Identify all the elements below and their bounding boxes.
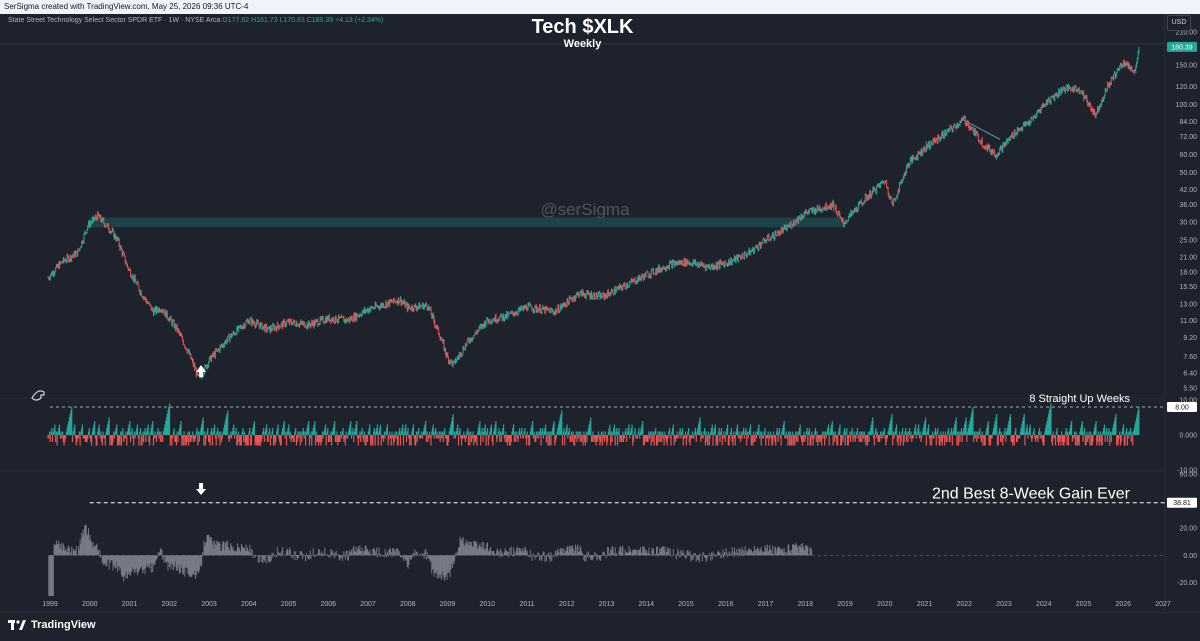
hist-ref-label: 38.81 <box>1173 500 1191 507</box>
hist-bars <box>48 524 813 596</box>
x-tick-label: 2000 <box>82 601 98 608</box>
watermark: @serSigma <box>540 200 630 219</box>
tradingview-brand: TradingView <box>31 619 96 631</box>
y-tick-label: 25.00 <box>1179 238 1197 245</box>
hist-y-tick-label: -20.00 <box>1177 580 1197 587</box>
resistance-zone <box>89 217 845 228</box>
y-tick-label: 50.00 <box>1179 170 1197 177</box>
osc-y-tick-label: 0.000 <box>1179 433 1197 440</box>
x-tick-label: 2007 <box>360 601 376 608</box>
x-tick-label: 2004 <box>241 601 257 608</box>
y-tick-label: 9.20 <box>1183 335 1197 342</box>
replay-dino-icon <box>31 390 45 401</box>
footer-bar <box>0 612 1200 641</box>
y-tick-label: 21.00 <box>1179 255 1197 262</box>
currency-button[interactable]: USD <box>1167 15 1191 31</box>
y-tick-label: 5.50 <box>1183 386 1197 393</box>
chart-subtitle: Weekly <box>563 38 602 50</box>
x-tick-label: 2001 <box>122 601 138 608</box>
x-tick-label: 2020 <box>877 601 893 608</box>
osc-y-tick-label: -10.00 <box>1177 468 1197 475</box>
y-tick-label: 42.00 <box>1179 187 1197 194</box>
y-tick-label: 6.40 <box>1183 371 1197 378</box>
x-tick-label: 2008 <box>400 601 416 608</box>
osc-ref-tag <box>1167 402 1197 412</box>
x-tick-label: 1999 <box>42 601 58 608</box>
osc-annotation: 8 Straight Up Weeks <box>1029 393 1130 405</box>
osc-ref-label: 8.00 <box>1175 405 1189 412</box>
hist-annotation: 2nd Best 8-Week Gain Ever <box>932 486 1131 503</box>
x-tick-label: 2015 <box>678 601 694 608</box>
y-tick-label: 100.00 <box>1176 102 1198 109</box>
symbol-info: State Street Technology Select Sector SP… <box>8 17 383 24</box>
x-tick-label: 2025 <box>1076 601 1092 608</box>
x-tick-label: 2019 <box>837 601 853 608</box>
y-tick-label: 11.00 <box>1180 318 1197 325</box>
credit-bar: SerSigma created with TradingView.com, M… <box>0 0 1200 14</box>
x-tick-label: 2023 <box>996 601 1012 608</box>
y-tick-label: 120.00 <box>1176 84 1198 91</box>
tradingview-logo[interactable]: TradingView <box>8 619 96 631</box>
last-price-tag <box>1167 41 1197 52</box>
y-tick-label: 150.00 <box>1176 62 1198 69</box>
symbol-name: State Street Technology Select Sector SP… <box>8 17 221 24</box>
tradingview-logo-icon <box>8 620 26 630</box>
hist-y-tick-label: 60.00 <box>1179 472 1197 479</box>
x-tick-label: 2022 <box>956 601 972 608</box>
trendline <box>962 118 1001 140</box>
y-tick-label: 84.00 <box>1179 119 1197 126</box>
osc-area <box>47 403 1140 446</box>
hist-y-tick-label: 0.00 <box>1183 553 1197 560</box>
x-tick-label: 2011 <box>519 601 534 608</box>
up-arrow-icon <box>196 365 207 377</box>
y-tick-label: 18.00 <box>1179 270 1197 277</box>
x-tick-label: 2021 <box>917 601 933 608</box>
x-tick-label: 2027 <box>1155 601 1171 608</box>
y-tick-label: 72.00 <box>1179 134 1197 141</box>
last-price-label: 180.39 <box>1171 44 1193 51</box>
x-tick-label: 2006 <box>320 601 336 608</box>
x-tick-label: 2012 <box>559 601 575 608</box>
candles <box>47 46 1140 379</box>
osc-y-tick-label: 10.00 <box>1179 398 1197 405</box>
hist-y-tick-label: 20.00 <box>1179 526 1197 533</box>
x-tick-label: 2016 <box>718 601 734 608</box>
down-arrow-icon <box>196 483 207 495</box>
x-tick-label: 2026 <box>1115 601 1131 608</box>
y-tick-label: 13.00 <box>1179 301 1197 308</box>
chart-title: Tech $XLK <box>531 16 634 38</box>
ohlc-values: O177.62 H181.73 L170.83 C180.39 +4.13 (+… <box>222 17 384 24</box>
x-tick-label: 2010 <box>479 601 495 608</box>
x-tick-label: 2002 <box>161 601 177 608</box>
x-tick-label: 2018 <box>797 601 813 608</box>
x-tick-label: 2014 <box>638 601 654 608</box>
y-tick-label: 15.50 <box>1179 284 1197 291</box>
y-tick-label: 30.00 <box>1179 220 1197 227</box>
x-tick-label: 2003 <box>201 601 217 608</box>
x-tick-label: 2005 <box>281 601 297 608</box>
y-tick-label: 60.00 <box>1179 152 1197 159</box>
y-tick-label: 36.00 <box>1179 202 1197 209</box>
y-tick-label: 210.00 <box>1176 30 1198 37</box>
x-tick-label: 2017 <box>758 601 774 608</box>
hist-ref-tag <box>1167 497 1197 508</box>
x-tick-label: 2024 <box>1036 601 1052 608</box>
x-tick-label: 2013 <box>599 601 615 608</box>
x-tick-label: 2009 <box>440 601 456 608</box>
y-tick-label: 7.60 <box>1183 354 1197 361</box>
